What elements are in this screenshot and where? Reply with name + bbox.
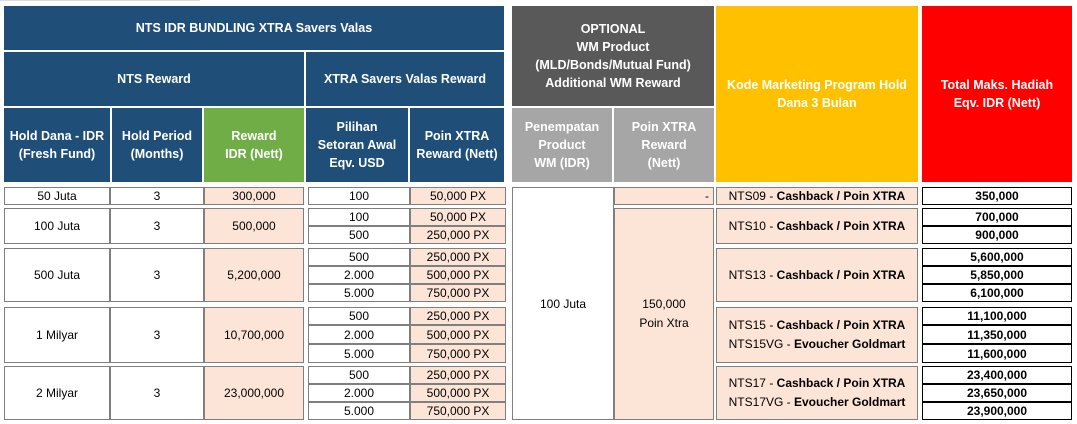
kode-marketing-header: Kode Marketing Program Hold Dana 3 Bulan [716,6,918,182]
total-cell: 11,350,000 [922,325,1072,344]
usd-cell: 5.000 [308,344,410,363]
reward-cell: 300,000 [204,187,304,205]
usd-cell: 500 [308,248,410,266]
xtra-reward-header: XTRA Savers Valas Reward [306,52,504,106]
kode-cell: NTS13 - Cashback / Poin XTRA [716,248,918,302]
optional-wm-header: OPTIONAL WM Product (MLD/Bonds/Mutual Fu… [512,6,714,106]
wm-product-cell: 100 Juta [512,187,614,420]
kode-cell: NTS10 - Cashback / Poin XTRA [716,208,918,244]
total-cell: 900,000 [922,226,1072,244]
nts-reward-header: NTS Reward [4,52,304,106]
poin-xtra-header: Poin XTRA Reward (Nett) [410,108,504,182]
px-cell: 750,000 PX [410,284,506,302]
usd-cell: 2.000 [308,266,410,284]
period-cell: 3 [110,248,204,302]
kode-cell: NTS09 - Cashback / Poin XTRA [716,187,918,205]
penempatan-header: Penempatan Product WM (IDR) [512,108,612,182]
hold-dana-cell: 500 Juta [4,248,110,302]
px-cell: 250,000 PX [410,226,506,244]
reward-cell: 10,700,000 [204,307,304,363]
usd-cell: 100 [308,187,410,205]
total-hadiah-header: Total Maks. Hadiah Eqv. IDR (Nett) [922,6,1072,182]
px-cell: 250,000 PX [410,366,506,384]
total-cell: 23,900,000 [922,402,1072,420]
px-cell: 500,000 PX [410,384,506,402]
usd-cell: 500 [308,226,410,244]
period-cell: 3 [110,366,204,420]
code-line: NTS13 - Cashback / Poin XTRA [728,267,906,282]
px-cell: 500,000 PX [410,325,506,344]
usd-cell: 500 [308,307,410,325]
usd-cell: 5.000 [308,402,410,420]
kode-cell: NTS17 - Cashback / Poin XTRA NTS17VG - E… [716,366,918,420]
usd-cell: 500 [308,366,410,384]
hold-period-header: Hold Period (Months) [112,108,202,182]
usd-cell: 2.000 [308,325,410,344]
period-cell: 3 [110,208,204,244]
reward-cell: 500,000 [204,208,304,244]
total-cell: 350,000 [922,187,1072,205]
code-line: NTS09 - Cashback / Poin XTRA [728,188,906,203]
top-rule [0,0,200,1]
total-cell: 700,000 [922,208,1072,226]
code-line: NTS15VG - Evoucher Goldmart [728,337,906,351]
poin-xtra-reward-header: Poin XTRA Reward (Nett) [614,108,714,182]
total-cell: 23,650,000 [922,384,1072,402]
wm-reward-dash: - [614,187,714,205]
code-line: NTS10 - Cashback / Poin XTRA [728,218,906,233]
px-cell: 50,000 PX [410,187,506,205]
period-cell: 3 [110,187,204,205]
total-cell: 5,850,000 [922,266,1072,284]
hold-dana-cell: 100 Juta [4,208,110,244]
wm-reward-cell: 150,000 Poin Xtra [614,208,714,420]
code-line: NTS17VG - Evoucher Goldmart [728,395,906,409]
reward-cell: 23,000,000 [204,366,304,420]
code-line: NTS15 - Cashback / Poin XTRA [728,318,906,332]
px-cell: 250,000 PX [410,307,506,325]
main-title: NTS IDR BUNDLING XTRA Savers Valas [4,6,504,50]
usd-cell: 100 [308,208,410,226]
total-cell: 11,100,000 [922,307,1072,325]
px-cell: 50,000 PX [410,208,506,226]
hold-dana-cell: 50 Juta [4,187,110,205]
total-cell: 23,400,000 [922,366,1072,384]
px-cell: 500,000 PX [410,266,506,284]
usd-cell: 5.000 [308,284,410,302]
px-cell: 750,000 PX [410,402,506,420]
total-cell: 5,600,000 [922,248,1072,266]
hold-dana-cell: 2 Milyar [4,366,110,420]
total-cell: 6,100,000 [922,284,1072,302]
pilihan-setoran-header: Pilihan Setoran Awal Eqv. USD [306,108,408,182]
reward-idr-header: Reward IDR (Nett) [204,108,304,182]
code-line: NTS17 - Cashback / Poin XTRA [728,376,906,390]
hold-dana-header: Hold Dana - IDR (Fresh Fund) [4,108,110,182]
px-cell: 750,000 PX [410,344,506,363]
hold-dana-cell: 1 Milyar [4,307,110,363]
usd-cell: 2.000 [308,384,410,402]
reward-cell: 5,200,000 [204,248,304,302]
kode-cell: NTS15 - Cashback / Poin XTRA NTS15VG - E… [716,307,918,363]
total-cell: 11,600,000 [922,344,1072,363]
period-cell: 3 [110,307,204,363]
px-cell: 250,000 PX [410,248,506,266]
